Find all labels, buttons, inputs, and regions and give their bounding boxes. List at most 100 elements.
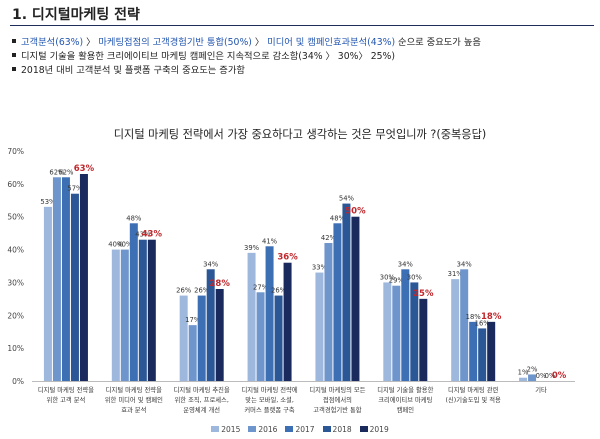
bar-2018 bbox=[206, 269, 215, 381]
bullet-text: 2018년 대비 고객분석 및 플랫폼 구축의 중요도는 증가함 bbox=[21, 65, 245, 76]
legend-label: 2016 bbox=[258, 425, 278, 434]
bar-value-label: 30% bbox=[407, 273, 423, 281]
bar-value-label: 42% bbox=[321, 234, 337, 242]
x-category-label: 디지털 마케팅 전략에 bbox=[241, 385, 297, 394]
bullet-highlight-text: 마케팅접점의 고객경험기반 통합(50%) bbox=[98, 37, 252, 48]
bar-value-label: 36% bbox=[277, 253, 298, 263]
bar-value-label: 28% bbox=[210, 279, 231, 289]
y-tick-label: 60% bbox=[7, 180, 24, 189]
bar-2018 bbox=[478, 328, 487, 381]
summary-bullets: 고객분석(63%) 〉 마케팅접점의 고객경험기반 통합(50%) 〉 미디어 … bbox=[12, 36, 481, 78]
bullet-highlight-text: 미디어 및 캠페인효과분석(43%) bbox=[267, 37, 396, 48]
bar-2016 bbox=[120, 249, 129, 381]
bar-value-label: 25% bbox=[413, 289, 434, 299]
bullet-square-icon bbox=[12, 67, 16, 71]
bar-2017 bbox=[469, 321, 478, 381]
x-category-label: 디지털 마케팅 관련 bbox=[448, 385, 499, 394]
bar-value-label: 34% bbox=[398, 260, 414, 268]
bar-2018 bbox=[70, 193, 79, 381]
bullet-text: 디지털 기술을 활용한 크리에이티브 마케팅 캠페인은 지속적으로 감소함(34… bbox=[21, 51, 395, 62]
x-category-label: 크리에이티브 마케팅 bbox=[378, 395, 432, 404]
bar-2017 bbox=[333, 223, 342, 381]
y-tick-label: 50% bbox=[7, 213, 24, 222]
bar-2017 bbox=[401, 269, 410, 381]
bar-value-label: 29% bbox=[389, 277, 405, 285]
bar-2016 bbox=[188, 325, 197, 381]
bar-2016 bbox=[392, 285, 401, 381]
bar-value-label: 18% bbox=[481, 312, 502, 322]
bar-2019 bbox=[79, 174, 88, 381]
summary-bullet: 2018년 대비 고객분석 및 플랫폼 구축의 중요도는 증가함 bbox=[12, 64, 481, 78]
bar-value-label: 62% bbox=[49, 168, 65, 176]
bar-value-label: 40% bbox=[117, 241, 133, 249]
x-category-label: 위한 조직, 프로세스, bbox=[175, 395, 229, 404]
bar-value-label: 33% bbox=[312, 264, 328, 272]
bar-2017 bbox=[129, 223, 138, 381]
bar-2015 bbox=[179, 295, 188, 381]
bar-2016 bbox=[52, 177, 61, 381]
x-category-label: 캠페인 bbox=[397, 405, 415, 414]
bar-2016 bbox=[256, 292, 265, 381]
bar-value-label: 62% bbox=[58, 168, 74, 176]
bullet-highlight-text: 고객분석(63%) bbox=[21, 37, 84, 48]
x-category-label: (신)기술도입 및 적용 bbox=[446, 395, 501, 404]
legend-label: 2019 bbox=[369, 425, 389, 434]
bar-value-label: 54% bbox=[339, 195, 355, 203]
bar-2015 bbox=[451, 279, 460, 381]
chart-legend: 2015 2016 2017 2018 2019 bbox=[0, 425, 600, 434]
bar-value-label: 18% bbox=[466, 313, 482, 321]
legend-label: 2018 bbox=[332, 425, 352, 434]
bar-2019 bbox=[215, 289, 224, 381]
bar-value-label: 1% bbox=[518, 369, 529, 377]
x-category-label: 디지털 마케팅 전략을 bbox=[38, 385, 94, 394]
bar-value-label: 48% bbox=[330, 214, 346, 222]
legend-swatch-icon bbox=[359, 426, 368, 432]
bar-value-label: 43% bbox=[135, 231, 151, 239]
bar-value-label: 50% bbox=[345, 207, 366, 217]
x-category-label: 위한 미디어 및 캠페인 bbox=[105, 395, 163, 404]
x-category-label: 효과 분석 bbox=[121, 405, 146, 414]
bullet-text: 〉 bbox=[83, 37, 99, 48]
legend-swatch-icon bbox=[322, 426, 331, 432]
y-tick-label: 40% bbox=[7, 246, 24, 255]
bar-value-label: 26% bbox=[271, 287, 287, 295]
x-category-label: 디지털 마케팅 전략을 bbox=[106, 385, 162, 394]
x-category-label: 디지털 마케팅의 모든 bbox=[309, 385, 365, 394]
legend-item: 2018 bbox=[322, 425, 352, 434]
legend-item: 2017 bbox=[285, 425, 315, 434]
bullet-square-icon bbox=[12, 53, 16, 57]
bar-2018 bbox=[138, 239, 147, 381]
bullet-text: 〉 bbox=[251, 37, 268, 48]
page-title: 1. 디지털마케팅 전략 bbox=[12, 7, 140, 23]
bar-2017 bbox=[61, 177, 70, 381]
bar-value-label: 53% bbox=[40, 198, 56, 206]
bar-2018 bbox=[342, 203, 351, 381]
bar-value-label: 63% bbox=[74, 164, 95, 174]
bar-2019 bbox=[487, 321, 496, 381]
y-tick-label: 70% bbox=[7, 147, 24, 156]
summary-bullet: 고객분석(63%) 〉 마케팅접점의 고객경험기반 통합(50%) 〉 미디어 … bbox=[12, 36, 481, 50]
bar-2015 bbox=[383, 282, 392, 381]
bar-2018 bbox=[410, 282, 419, 381]
x-category-label: 커머스 플랫폼 구축 bbox=[244, 405, 295, 414]
x-category-label: 디지털 마케팅 추진을 bbox=[174, 385, 230, 394]
bar-value-label: 57% bbox=[67, 185, 83, 193]
bar-value-label: 16% bbox=[475, 319, 491, 327]
legend-label: 2017 bbox=[295, 425, 315, 434]
legend-swatch-icon bbox=[248, 426, 257, 432]
bar-2019 bbox=[283, 262, 292, 381]
chart-title: 디지털 마케팅 전략에서 가장 중요하다고 생각하는 것은 무엇입니까 ?(중복… bbox=[113, 128, 487, 141]
legend-item: 2016 bbox=[248, 425, 277, 434]
bar-value-label: 26% bbox=[194, 287, 210, 295]
bar-value-label: 30% bbox=[380, 273, 396, 281]
y-tick-label: 10% bbox=[7, 344, 24, 353]
legend-item: 2019 bbox=[359, 425, 389, 434]
bar-2018 bbox=[274, 295, 283, 381]
bar-2015 bbox=[43, 206, 52, 381]
bar-2015 bbox=[315, 272, 324, 381]
bar-value-label: 48% bbox=[126, 214, 142, 222]
x-category-label: 위한 고객 분석 bbox=[47, 395, 86, 404]
bar-2019 bbox=[419, 298, 428, 381]
legend-swatch-icon bbox=[211, 426, 220, 432]
